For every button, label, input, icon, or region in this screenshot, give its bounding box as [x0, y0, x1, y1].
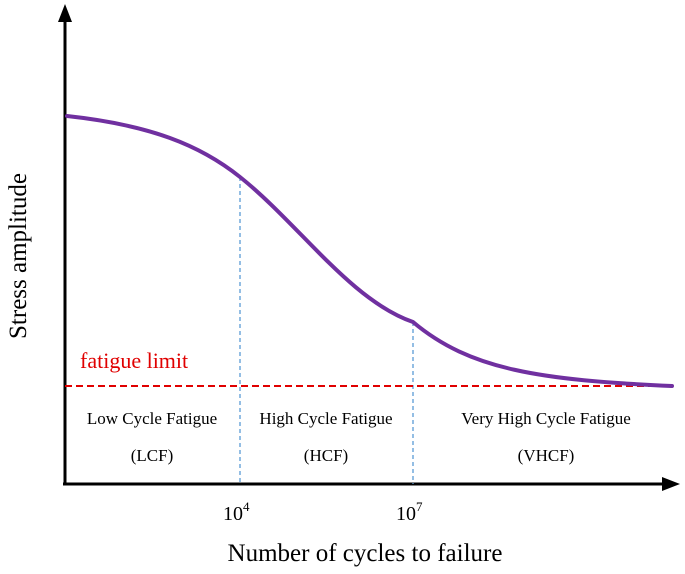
y-axis-arrow [58, 4, 72, 22]
x-tick-label-1e4: 104 [223, 499, 250, 525]
x-tick-label-1e7: 107 [396, 499, 423, 525]
region-vhcf-name: Very High Cycle Fatigue [461, 409, 631, 428]
x-tick-1e4-exp: 4 [243, 499, 250, 514]
region-lcf-abbr: (LCF) [131, 446, 174, 465]
region-lcf-name: Low Cycle Fatigue [87, 409, 217, 428]
x-axis-arrow [662, 477, 680, 491]
x-tick-1e7-base: 10 [396, 503, 416, 525]
region-vhcf-abbr: (VHCF) [518, 446, 575, 465]
sn-curve [65, 114, 674, 388]
y-axis-title: Stress amplitude [5, 173, 32, 339]
x-tick-1e7-exp: 7 [416, 499, 423, 514]
fatigue-limit-label: fatigue limit [80, 348, 188, 373]
x-tick-1e4-base: 10 [223, 503, 243, 525]
region-hcf-name: High Cycle Fatigue [259, 409, 392, 428]
region-hcf-abbr: (HCF) [304, 446, 348, 465]
x-axis-title: Number of cycles to failure [228, 540, 503, 567]
